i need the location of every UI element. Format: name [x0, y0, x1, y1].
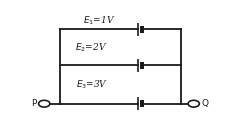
Text: $E_3$=3V: $E_3$=3V [76, 78, 108, 91]
Text: P: P [32, 99, 37, 108]
Text: $E_2$=2V: $E_2$=2V [75, 41, 108, 54]
Text: $E_1$=1V: $E_1$=1V [82, 14, 115, 26]
Text: Q: Q [201, 99, 208, 108]
